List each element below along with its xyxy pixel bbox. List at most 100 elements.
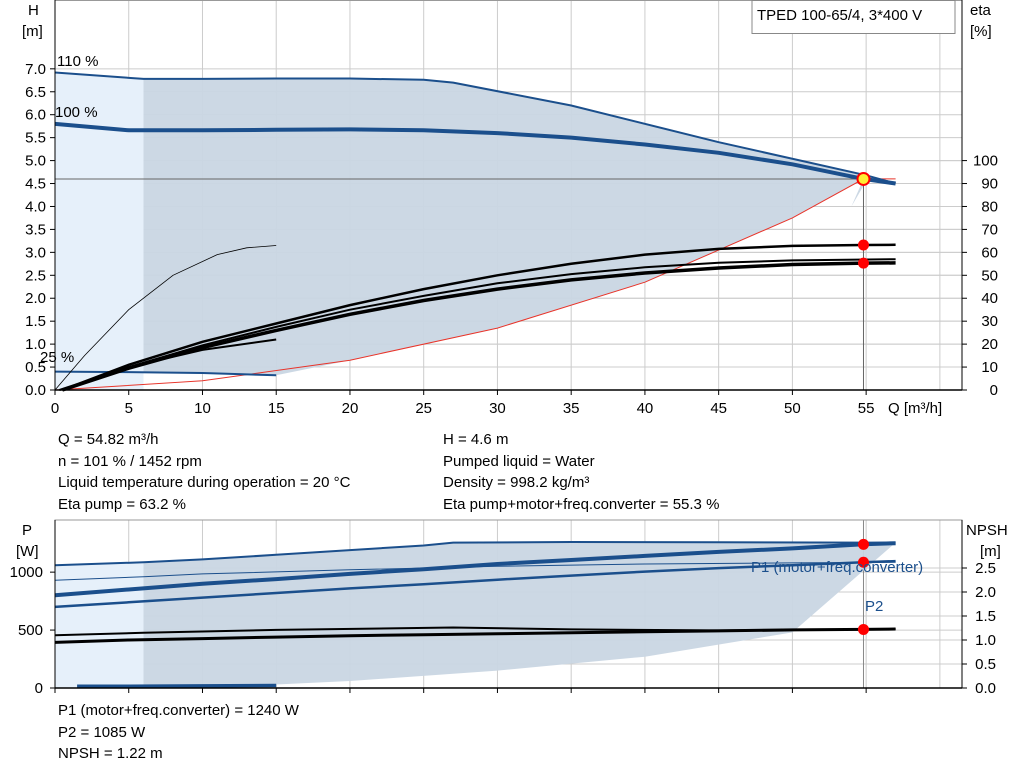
y-axis-label-eta: eta [970,2,992,19]
y-tick-label-eta: 10 [981,359,998,376]
y-tick-label-eta: 70 [981,221,998,238]
x-tick-label: 35 [563,400,580,417]
info-speed: n = 101 % / 1452 rpm [58,452,202,470]
p1-curve [54,541,896,598]
y-axis-label-npsh-unit: [m] [980,543,1001,560]
p2-curve-110 [54,561,896,581]
eta-pump-marker [857,239,869,251]
x-tick-label: 50 [784,400,801,417]
duty-point-marker [856,171,871,186]
x-tick-label: 55 [858,400,875,417]
x-tick-label: 45 [710,400,727,417]
info-density: Density = 998.2 kg/m³ [443,474,590,491]
speed-label-100: 100 % [55,104,98,121]
info-p1: P1 (motor+freq.converter) = 1240 W [58,702,299,719]
p1-curve-110 [54,540,896,567]
info-bottom: P1 (motor+freq.converter) = 1240 W P2 = … [58,700,299,765]
y-tick-label-h: 4.5 [25,176,46,193]
y-tick-label-h: 6.0 [25,107,46,124]
y-tick-label-h: 2.5 [25,267,46,284]
info-p2: P2 = 1085 W [58,723,146,741]
info-eta-pump: Eta pump = 63.2 % [58,495,186,513]
info-flow: Q = 54.82 m³/h [58,431,159,448]
x-tick-label: 40 [637,400,654,417]
x-tick-label: 10 [194,400,211,417]
y-tick-label-eta: 100 [973,153,998,170]
eta-curve-25 [54,245,277,391]
y-tick-label-npsh: 1.0 [975,632,996,649]
p2-curve [54,559,896,609]
y-tick-label-eta: 50 [981,267,998,284]
y-tick-label-npsh: 1.5 [975,608,996,625]
eta-total-curve [61,261,896,392]
y-tick-label-h: 0.0 [25,382,46,399]
y-tick-label-h: 6.5 [25,84,46,101]
y-tick-label-h: 3.5 [25,221,46,238]
head-curve-110 [54,71,896,185]
p1-curve-25 [77,683,277,689]
info-pumped-liquid: Pumped liquid = Water [443,452,595,470]
p2-marker [857,556,869,568]
info-eta-total: Eta pump+motor+freq.converter = 55.3 % [443,495,720,513]
speed-label-25: 25 % [40,349,74,366]
info-liquid-temperature: Liquid temperature during operation = 20… [58,474,351,491]
y-tick-label-eta: 80 [981,198,998,215]
y-tick-label-npsh: 2.0 [975,584,996,601]
y-tick-label-power: 1000 [10,564,43,581]
x-axis-label: Q [m³/h] [888,400,942,417]
y-tick-label-eta: 0 [990,382,998,399]
y-tick-label-eta: 90 [981,176,998,193]
y-axis-label-h: H [28,2,39,19]
x-tick-label: 30 [489,400,506,417]
info-npsh: NPSH = 1.22 m [58,745,163,762]
x-tick-label: 15 [268,400,285,417]
info-head: H = 4.6 m [443,431,509,448]
x-tick-label: 5 [125,400,133,417]
y-tick-label-npsh: 2.5 [975,560,996,577]
x-tick-label: 0 [51,400,59,417]
title-box [751,0,956,34]
eta-curve-part-load [59,338,277,391]
y-tick-label-eta: 30 [981,313,998,330]
eta-curve-110 [62,258,896,391]
eta-pump-curve [61,243,896,392]
head-curve-100 [54,121,896,186]
y-tick-label-h: 2.0 [25,290,46,307]
y-tick-label-h: 5.0 [25,153,46,170]
y-tick-label-h: 0.5 [25,359,46,376]
y-tick-label-h: 1.5 [25,313,46,330]
y-tick-label-h: 5.5 [25,130,46,147]
power-light-region [55,562,144,688]
light-operating-region [55,72,144,390]
info-top-right: H = 4.6 m Pumped liquid = Water Density … [443,429,719,515]
y-axis-label-p-unit: [W] [16,543,39,560]
y-axis-label-npsh: NPSH [966,522,1008,539]
y-tick-label-h: 4.0 [25,198,46,215]
eta-total-marker [857,257,869,269]
y-tick-label-power: 500 [18,622,43,639]
y-tick-label-npsh: 0.0 [975,680,996,697]
y-axis-label-h-unit: [m] [22,23,43,40]
npsh-marker [857,623,869,635]
y-tick-label-npsh: 0.5 [975,656,996,673]
operating-region [143,78,896,390]
y-tick-label-eta: 60 [981,244,998,261]
x-tick-label: 20 [342,400,359,417]
npsh-curve-110 [54,626,896,637]
y-tick-label-power: 0 [35,680,43,697]
y-tick-label-eta: 20 [981,336,998,353]
info-top-left: Q = 54.82 m³/h n = 101 % / 1452 rpm Liqu… [58,429,350,515]
y-tick-label-h: 7.0 [25,61,46,78]
p2-series-label: P2 [865,598,883,615]
head-curve-25 [54,370,277,377]
y-axis-label-p: P [22,522,32,539]
p1-marker [857,538,869,550]
x-tick-label: 25 [415,400,432,417]
p1-series-label: P1 (motor+freq.converter) [751,559,923,576]
y-tick-label-h: 1.0 [25,336,46,353]
y-axis-label-eta-unit: [%] [970,23,992,40]
power-operating-region [143,542,896,688]
y-tick-label-h: 3.0 [25,244,46,261]
speed-label-110: 110 % [57,53,98,70]
